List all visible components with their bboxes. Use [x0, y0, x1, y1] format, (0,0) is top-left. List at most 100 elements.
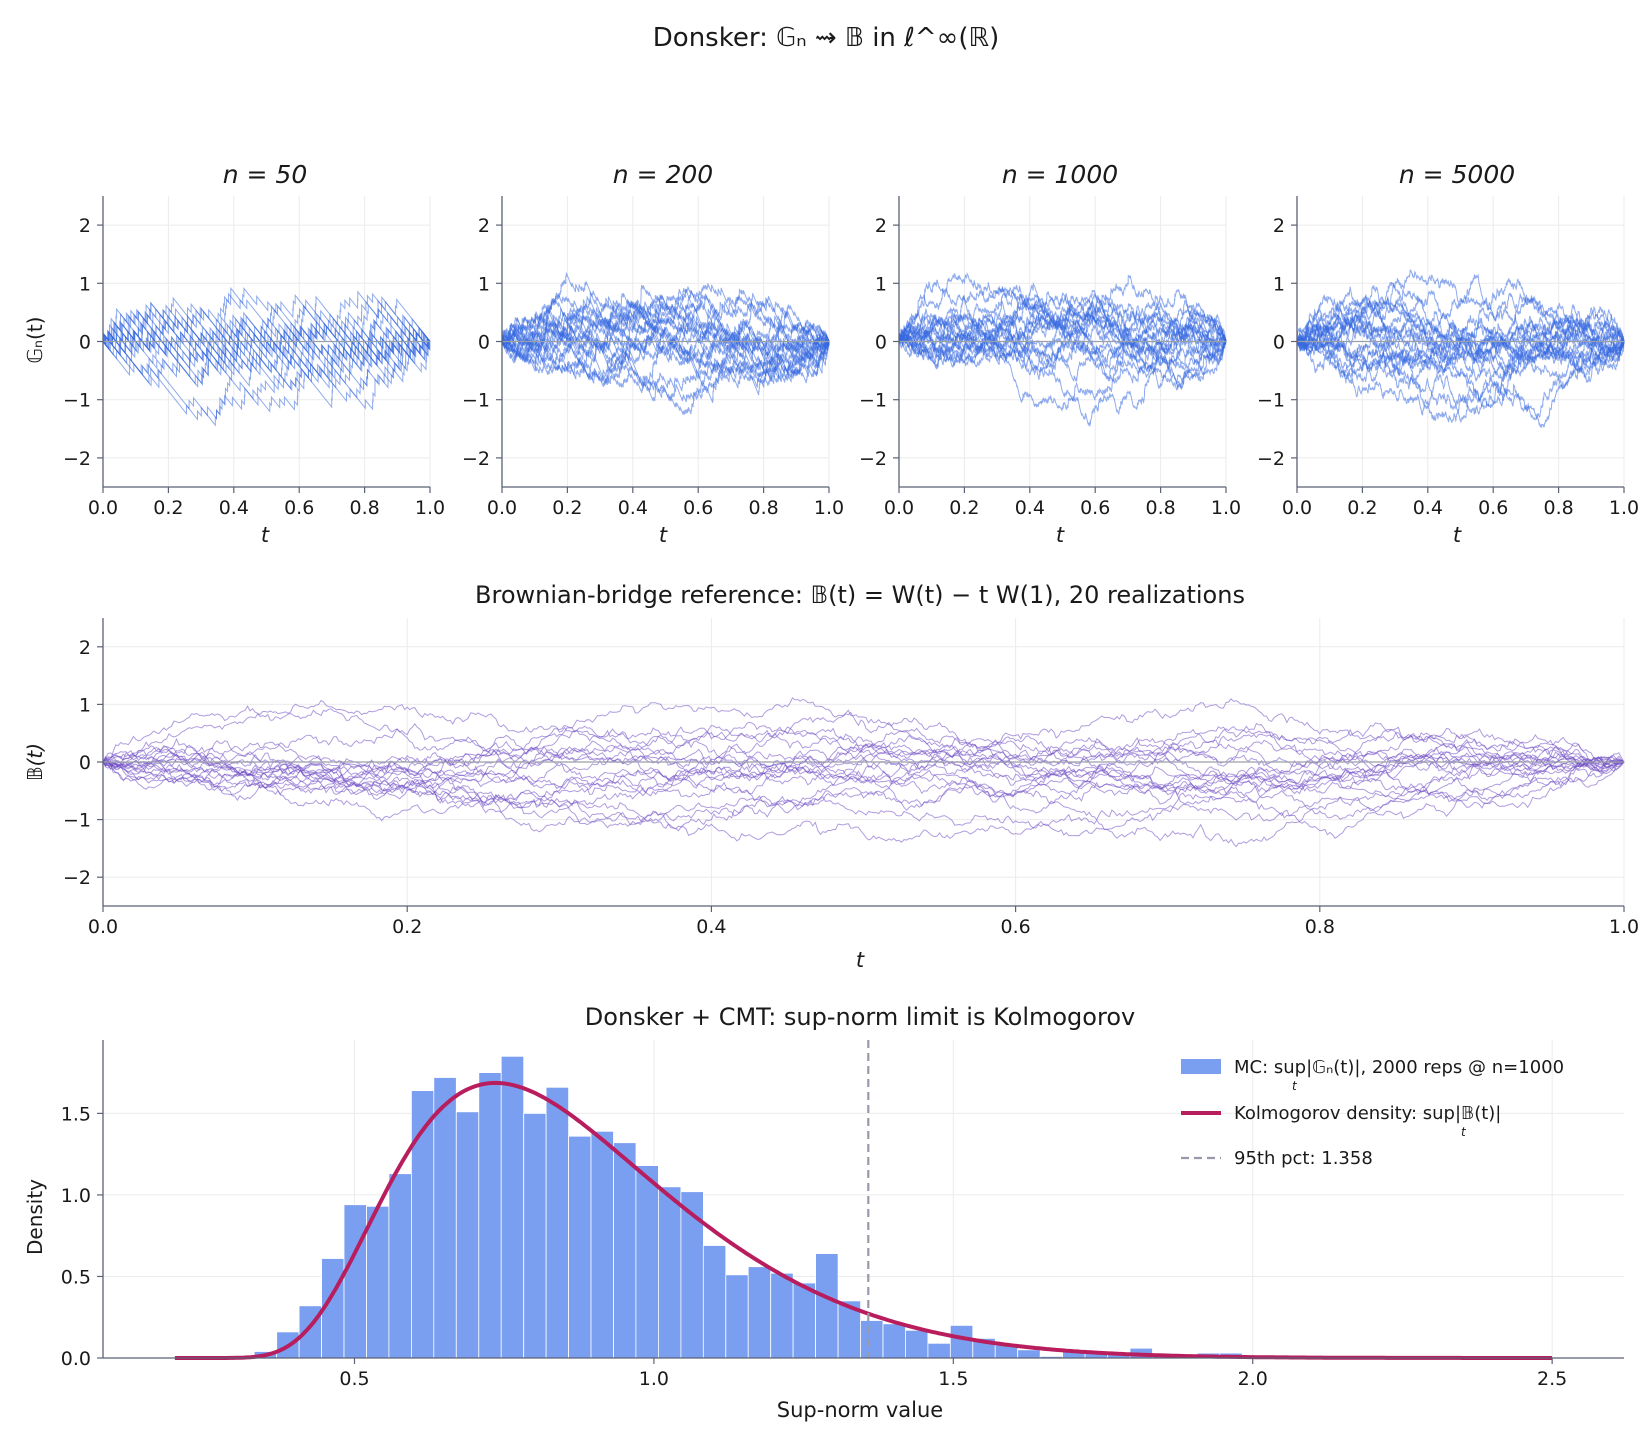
sample-path: [898, 301, 1227, 383]
panel-title: n = 1000: [1002, 160, 1118, 189]
histogram-bars: [253, 1055, 1243, 1359]
x-tick-label: 1.0: [1609, 916, 1639, 938]
sample-path: [898, 299, 1227, 380]
x-tick-label: 0.2: [552, 497, 582, 519]
histogram-bar: [1017, 1349, 1041, 1359]
sample-path: [102, 303, 431, 400]
sample-path: [1296, 338, 1625, 423]
histogram-bar: [815, 1253, 839, 1359]
legend-label-histogram-subscript: t: [1292, 1079, 1298, 1093]
legend-label-histogram: MC: sup|𝔾ₙ(t)|, 2000 reps @ n=1000: [1234, 1057, 1564, 1078]
y-tick-label: 1: [875, 273, 887, 295]
x-tick-label: 0.8: [1305, 916, 1335, 938]
x-tick-label: 0.6: [683, 497, 713, 519]
y-tick-label: −2: [63, 448, 91, 470]
y-tick-label: 1.0: [61, 1185, 91, 1207]
x-tick-label: 0.0: [88, 497, 118, 519]
x-axis-label: t: [659, 523, 668, 547]
y-tick-label: −1: [63, 810, 91, 832]
x-tick-label: 0.8: [349, 497, 379, 519]
y-tick-label: 2: [875, 215, 887, 237]
sample-path: [1296, 285, 1625, 355]
x-tick-label: 0.2: [392, 916, 422, 938]
x-tick-label: 1.5: [938, 1368, 968, 1390]
x-tick-label: 0.2: [949, 497, 979, 519]
histogram-bar: [523, 1113, 547, 1359]
sample-path: [501, 291, 830, 352]
y-tick-label: 2: [478, 215, 490, 237]
bridge-path: [102, 726, 1625, 794]
y-tick-label: −2: [63, 867, 91, 889]
bridge-path: [102, 728, 1625, 782]
panel-title: n = 50: [223, 160, 308, 189]
legend: MC: sup|𝔾ₙ(t)|, 2000 reps @ n=1000 t Kol…: [1181, 1057, 1564, 1169]
figure-suptitle: Donsker: 𝔾ₙ ⇝ 𝔹 in ℓ^∞(ℝ): [653, 23, 999, 53]
x-tick-label: 1.0: [639, 1368, 669, 1390]
bridge-path: [102, 746, 1625, 796]
bridge-path: [102, 730, 1625, 792]
y-tick-label: 1: [478, 273, 490, 295]
histogram-bar: [590, 1130, 614, 1359]
panel-sup-norm: Donsker + CMT: sup-norm limit is Kolmogo…: [23, 1003, 1624, 1422]
y-tick-label: 1: [79, 273, 91, 295]
sample-path: [501, 285, 830, 365]
panel-n200: n = 200 0.0 0.2 0.4 0.6 0.8 1.0 −2 −1 0 1 2 t: [462, 160, 844, 547]
legend-label-kolmogorov: Kolmogorov density: sup|𝔹(t)|: [1234, 1103, 1501, 1124]
bridge-path: [102, 740, 1625, 797]
y-axis-label: 𝔾ₙ(t): [23, 317, 47, 364]
x-tick-label: 0.4: [1413, 497, 1443, 519]
bridge-path: [102, 722, 1625, 782]
x-axis-label: Sup-norm value: [777, 1398, 943, 1422]
x-axis-label: t: [1056, 523, 1065, 547]
x-tick-label: 0.0: [884, 497, 914, 519]
histogram-bar: [747, 1266, 772, 1359]
x-axis-label: t: [856, 948, 865, 972]
sample-path: [1296, 335, 1625, 428]
histogram-bar: [658, 1186, 682, 1359]
y-tick-label: 1: [1273, 273, 1285, 295]
x-tick-label: 0.4: [219, 497, 249, 519]
x-axis-label: t: [261, 523, 270, 547]
panel-n5000: n = 5000 0.0 0.2 0.4 0.6 0.8 1.0 −2 −1 0 1 2 t: [1257, 160, 1639, 547]
y-tick-label: 0: [79, 752, 91, 774]
x-tick-label: 1.0: [415, 497, 445, 519]
histogram-bar: [905, 1329, 929, 1359]
sample-path: [898, 326, 1227, 375]
histogram-bar: [927, 1342, 951, 1359]
y-tick-label: −1: [1257, 390, 1285, 412]
y-tick-label: −2: [1257, 448, 1285, 470]
x-tick-label: 0.0: [88, 916, 118, 938]
x-tick-label: 0.8: [1145, 497, 1175, 519]
x-tick-label: 2.5: [1537, 1368, 1567, 1390]
y-axis-label: Density: [23, 1179, 47, 1255]
panel-title: Donsker + CMT: sup-norm limit is Kolmogo…: [585, 1003, 1135, 1031]
y-tick-label: 0: [875, 332, 887, 354]
histogram-bar: [388, 1173, 412, 1359]
histogram-bar: [478, 1072, 502, 1359]
bridge-path: [102, 699, 1625, 772]
y-tick-label: 1.5: [61, 1103, 91, 1125]
panel-title: n = 5000: [1399, 160, 1515, 189]
bridge-path: [102, 751, 1625, 843]
sample-paths: [102, 286, 431, 427]
x-tick-label: 2.0: [1238, 1368, 1268, 1390]
x-tick-label: 0.0: [487, 497, 517, 519]
y-tick-label: 0: [478, 332, 490, 354]
x-tick-label: 1.0: [814, 497, 844, 519]
panel-title: Brownian-bridge reference: 𝔹(t) = W(t) −…: [475, 581, 1245, 609]
histogram-bar: [500, 1055, 525, 1359]
histogram-bar: [545, 1086, 569, 1359]
x-tick-label: 0.6: [1080, 497, 1110, 519]
x-tick-label: 1.0: [1609, 497, 1639, 519]
histogram-bar: [770, 1272, 794, 1359]
sample-paths: [1296, 269, 1625, 428]
y-axis-label: 𝔹(t): [23, 743, 47, 781]
sample-path: [898, 291, 1227, 371]
bridge-path: [102, 697, 1625, 771]
histogram-bar: [702, 1245, 727, 1359]
histogram-bar: [343, 1204, 367, 1359]
y-tick-label: 2: [1273, 215, 1285, 237]
y-tick-label: −2: [462, 448, 490, 470]
histogram-bar: [882, 1323, 906, 1359]
